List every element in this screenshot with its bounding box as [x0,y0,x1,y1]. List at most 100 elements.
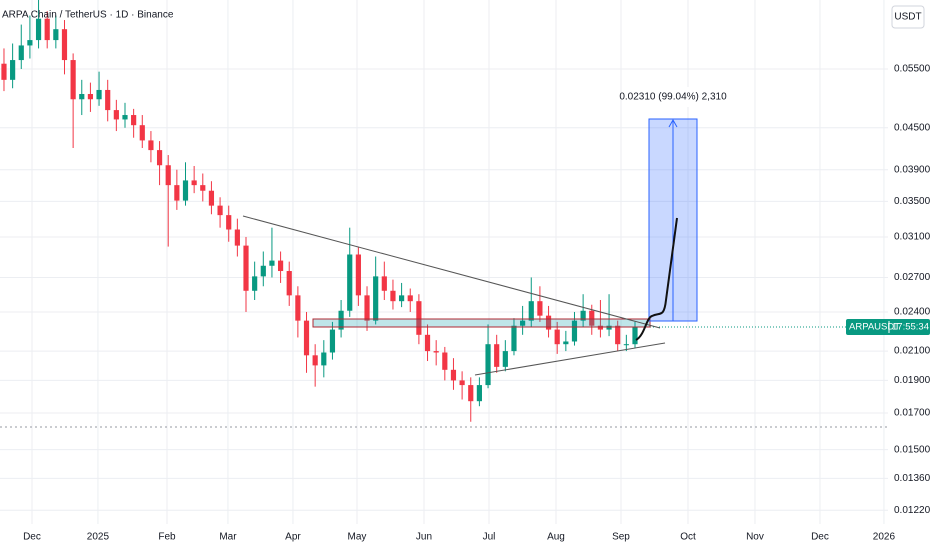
y-tick-label: 0.02100 [894,346,931,357]
candle-body [468,385,474,402]
unit-label: USDT [894,12,921,23]
candle-body [295,295,301,321]
y-tick-label: 0.02400 [894,307,931,318]
candle-body [182,180,189,201]
candle-body [563,341,569,345]
y-tick-label: 0.04500 [894,122,931,133]
candle-body [148,140,154,151]
candle-body [286,271,292,296]
x-tick-label: Dec [23,532,41,543]
candle-body [623,344,629,346]
price-axis [888,0,932,550]
candle-body [200,185,206,191]
candle-body [580,310,586,321]
candle-body [61,29,68,61]
candle-body [303,320,310,356]
candle-body [476,385,482,402]
candle-body [312,355,318,366]
candle-body [597,325,604,330]
candle-body [27,40,33,46]
x-tick-label: Dec [811,532,829,543]
candle-body [18,45,24,61]
projection-curve [635,217,678,341]
y-tick-label: 0.05500 [894,64,931,75]
candle-body [277,260,284,272]
candle-body [208,190,215,206]
y-tick-label: 0.03500 [894,196,931,207]
candle-body [407,295,413,302]
candle-body [381,276,387,291]
candle-body [329,329,336,353]
time-axis [0,524,888,550]
candle-body [269,260,275,266]
zone [312,318,651,328]
candle-body [70,60,76,100]
x-tick-label: Oct [680,532,696,543]
candle-body [53,29,59,41]
candle-body [321,352,327,366]
x-tick-label: 2026 [873,532,896,543]
candle-body [156,150,163,166]
candle-body [399,295,405,302]
trendline [474,342,666,376]
x-tick-label: May [348,532,367,543]
candle-body [122,115,128,120]
candle-body [87,93,94,100]
candle-body [234,229,240,246]
x-tick-label: Jun [416,532,432,543]
candle-body [615,325,621,345]
candle-body [450,369,457,381]
candle-body [502,351,508,367]
candle-body [174,185,180,201]
candle-body [1,63,7,80]
x-tick-label: Nov [746,532,764,543]
y-tick-label: 0.02700 [894,272,931,283]
candle-body [494,344,500,367]
candle-body [10,60,16,80]
candle-body [528,301,534,321]
candle-body [433,351,439,353]
x-tick-label: Aug [547,532,565,543]
x-tick-label: Sep [612,532,630,543]
unit-box [891,5,925,29]
last-price-box [846,318,930,335]
candle-body [554,329,560,345]
candle-body [545,315,552,330]
candle-body [226,215,232,230]
candle-body [338,310,344,330]
y-tick-label: 0.01360 [894,473,931,484]
candle-body [459,380,465,386]
y-tick-label: 0.01700 [894,408,931,419]
candle-body [260,265,266,277]
candle-body [243,245,249,291]
trendline [242,215,661,329]
candle-body [390,290,396,302]
candle-body [537,301,543,316]
candle-body [424,334,431,352]
candle-body [96,89,102,100]
countdown: 17:55:34 [892,322,929,333]
y-tick-label: 0.03900 [894,164,931,175]
candle-body [217,205,223,216]
drawings: 0.02310 (99.04%) 2,310 [0,87,888,428]
candle-body [252,276,258,291]
y-tick-label: 0.03100 [894,232,931,243]
candle-body [131,115,137,126]
candle-body [442,352,448,370]
arrow-head [668,118,678,128]
x-tick-label: 2025 [87,532,110,543]
candle-body [416,301,422,335]
chart-title: ARPA Chain / TetherUS · 1D · Binance [2,10,174,21]
candle-body [139,125,145,141]
candle-body [589,310,595,326]
candle-body [347,254,353,311]
x-tick-label: Apr [285,532,301,543]
candle-body [165,165,171,186]
grid [0,0,888,525]
y-tick-label: 0.01900 [894,375,931,386]
candle-body [571,320,578,342]
